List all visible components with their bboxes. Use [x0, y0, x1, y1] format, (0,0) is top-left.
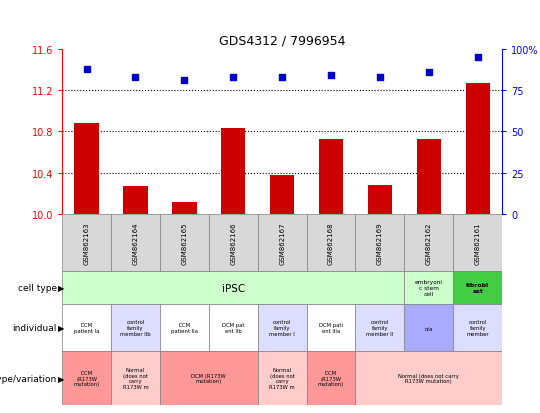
Text: ▶: ▶ [58, 323, 65, 332]
Bar [62, 215, 111, 272]
Bar [404, 272, 453, 304]
Bar [307, 351, 355, 405]
Bar [404, 304, 453, 351]
Text: DCM
patient Ia: DCM patient Ia [74, 323, 99, 333]
Bar [160, 304, 209, 351]
Bar [453, 215, 502, 272]
Bar [209, 304, 258, 351]
Text: Normal
(does not
carry
R173W m: Normal (does not carry R173W m [269, 367, 295, 389]
Text: DCM
(R173W
mutation): DCM (R173W mutation) [73, 370, 100, 387]
Point [180, 78, 188, 84]
Text: GSM862164: GSM862164 [132, 222, 138, 264]
Text: control
family
member II: control family member II [366, 320, 394, 336]
Bar [404, 215, 453, 272]
Point [131, 74, 140, 81]
Bar [319, 139, 343, 215]
Text: GSM862166: GSM862166 [230, 222, 237, 264]
Bar [453, 304, 502, 351]
Text: fibrobl
ast: fibrobl ast [466, 282, 489, 293]
Text: GSM862162: GSM862162 [426, 222, 432, 264]
Text: n/a: n/a [424, 325, 433, 330]
Bar [160, 215, 209, 272]
Point [327, 73, 335, 79]
Title: GDS4312 / 7996954: GDS4312 / 7996954 [219, 34, 346, 47]
Bar [307, 304, 355, 351]
Text: GSM862165: GSM862165 [181, 222, 187, 264]
Bar [258, 304, 307, 351]
Text: GSM862167: GSM862167 [279, 222, 285, 264]
Bar [111, 351, 160, 405]
Bar [111, 304, 160, 351]
Point [278, 74, 286, 81]
Point [376, 74, 384, 81]
Text: Normal
(does not
carry
R173W m: Normal (does not carry R173W m [123, 367, 148, 389]
Bar [62, 304, 111, 351]
Bar [160, 351, 258, 405]
Bar [221, 129, 246, 215]
Text: GSM862168: GSM862168 [328, 222, 334, 264]
Bar [111, 215, 160, 272]
Bar [75, 124, 99, 215]
Text: iPSC: iPSC [221, 283, 245, 293]
Text: cell type: cell type [18, 283, 57, 292]
Bar [258, 215, 307, 272]
Point [229, 74, 238, 81]
Bar [355, 215, 404, 272]
Bar [453, 272, 502, 304]
Point [474, 55, 482, 61]
Bar [62, 272, 404, 304]
Bar [62, 351, 111, 405]
Text: DCM pati
ent IIIa: DCM pati ent IIIa [319, 323, 343, 333]
Text: Normal (does not carry
R173W mutation): Normal (does not carry R173W mutation) [399, 373, 460, 384]
Bar [465, 83, 490, 215]
Text: GSM862163: GSM862163 [84, 222, 90, 264]
Bar [417, 139, 441, 215]
Text: embryoni
c stem
cell: embryoni c stem cell [415, 280, 443, 296]
Text: control
family
member I: control family member I [269, 320, 295, 336]
Bar [355, 304, 404, 351]
Bar [123, 187, 147, 215]
Text: control
family
member: control family member [467, 320, 489, 336]
Point [82, 66, 91, 73]
Point [424, 69, 433, 76]
Text: DCM
patient IIa: DCM patient IIa [171, 323, 198, 333]
Text: control
family
member IIb: control family member IIb [120, 320, 151, 336]
Text: GSM862161: GSM862161 [475, 222, 481, 264]
Bar [368, 186, 392, 215]
Bar [307, 215, 355, 272]
Text: ▶: ▶ [58, 283, 65, 292]
Text: DCM (R173W
mutation): DCM (R173W mutation) [191, 373, 226, 384]
Text: ▶: ▶ [58, 374, 65, 382]
Bar [355, 351, 502, 405]
Text: GSM862169: GSM862169 [377, 222, 383, 264]
Text: genotype/variation: genotype/variation [0, 374, 57, 382]
Text: DCM pat
ent IIb: DCM pat ent IIb [222, 323, 245, 333]
Bar [209, 215, 258, 272]
Bar [270, 176, 294, 215]
Bar [172, 202, 197, 215]
Text: individual: individual [12, 323, 57, 332]
Bar [258, 351, 307, 405]
Text: DCM
(R173W
mutation): DCM (R173W mutation) [318, 370, 344, 387]
